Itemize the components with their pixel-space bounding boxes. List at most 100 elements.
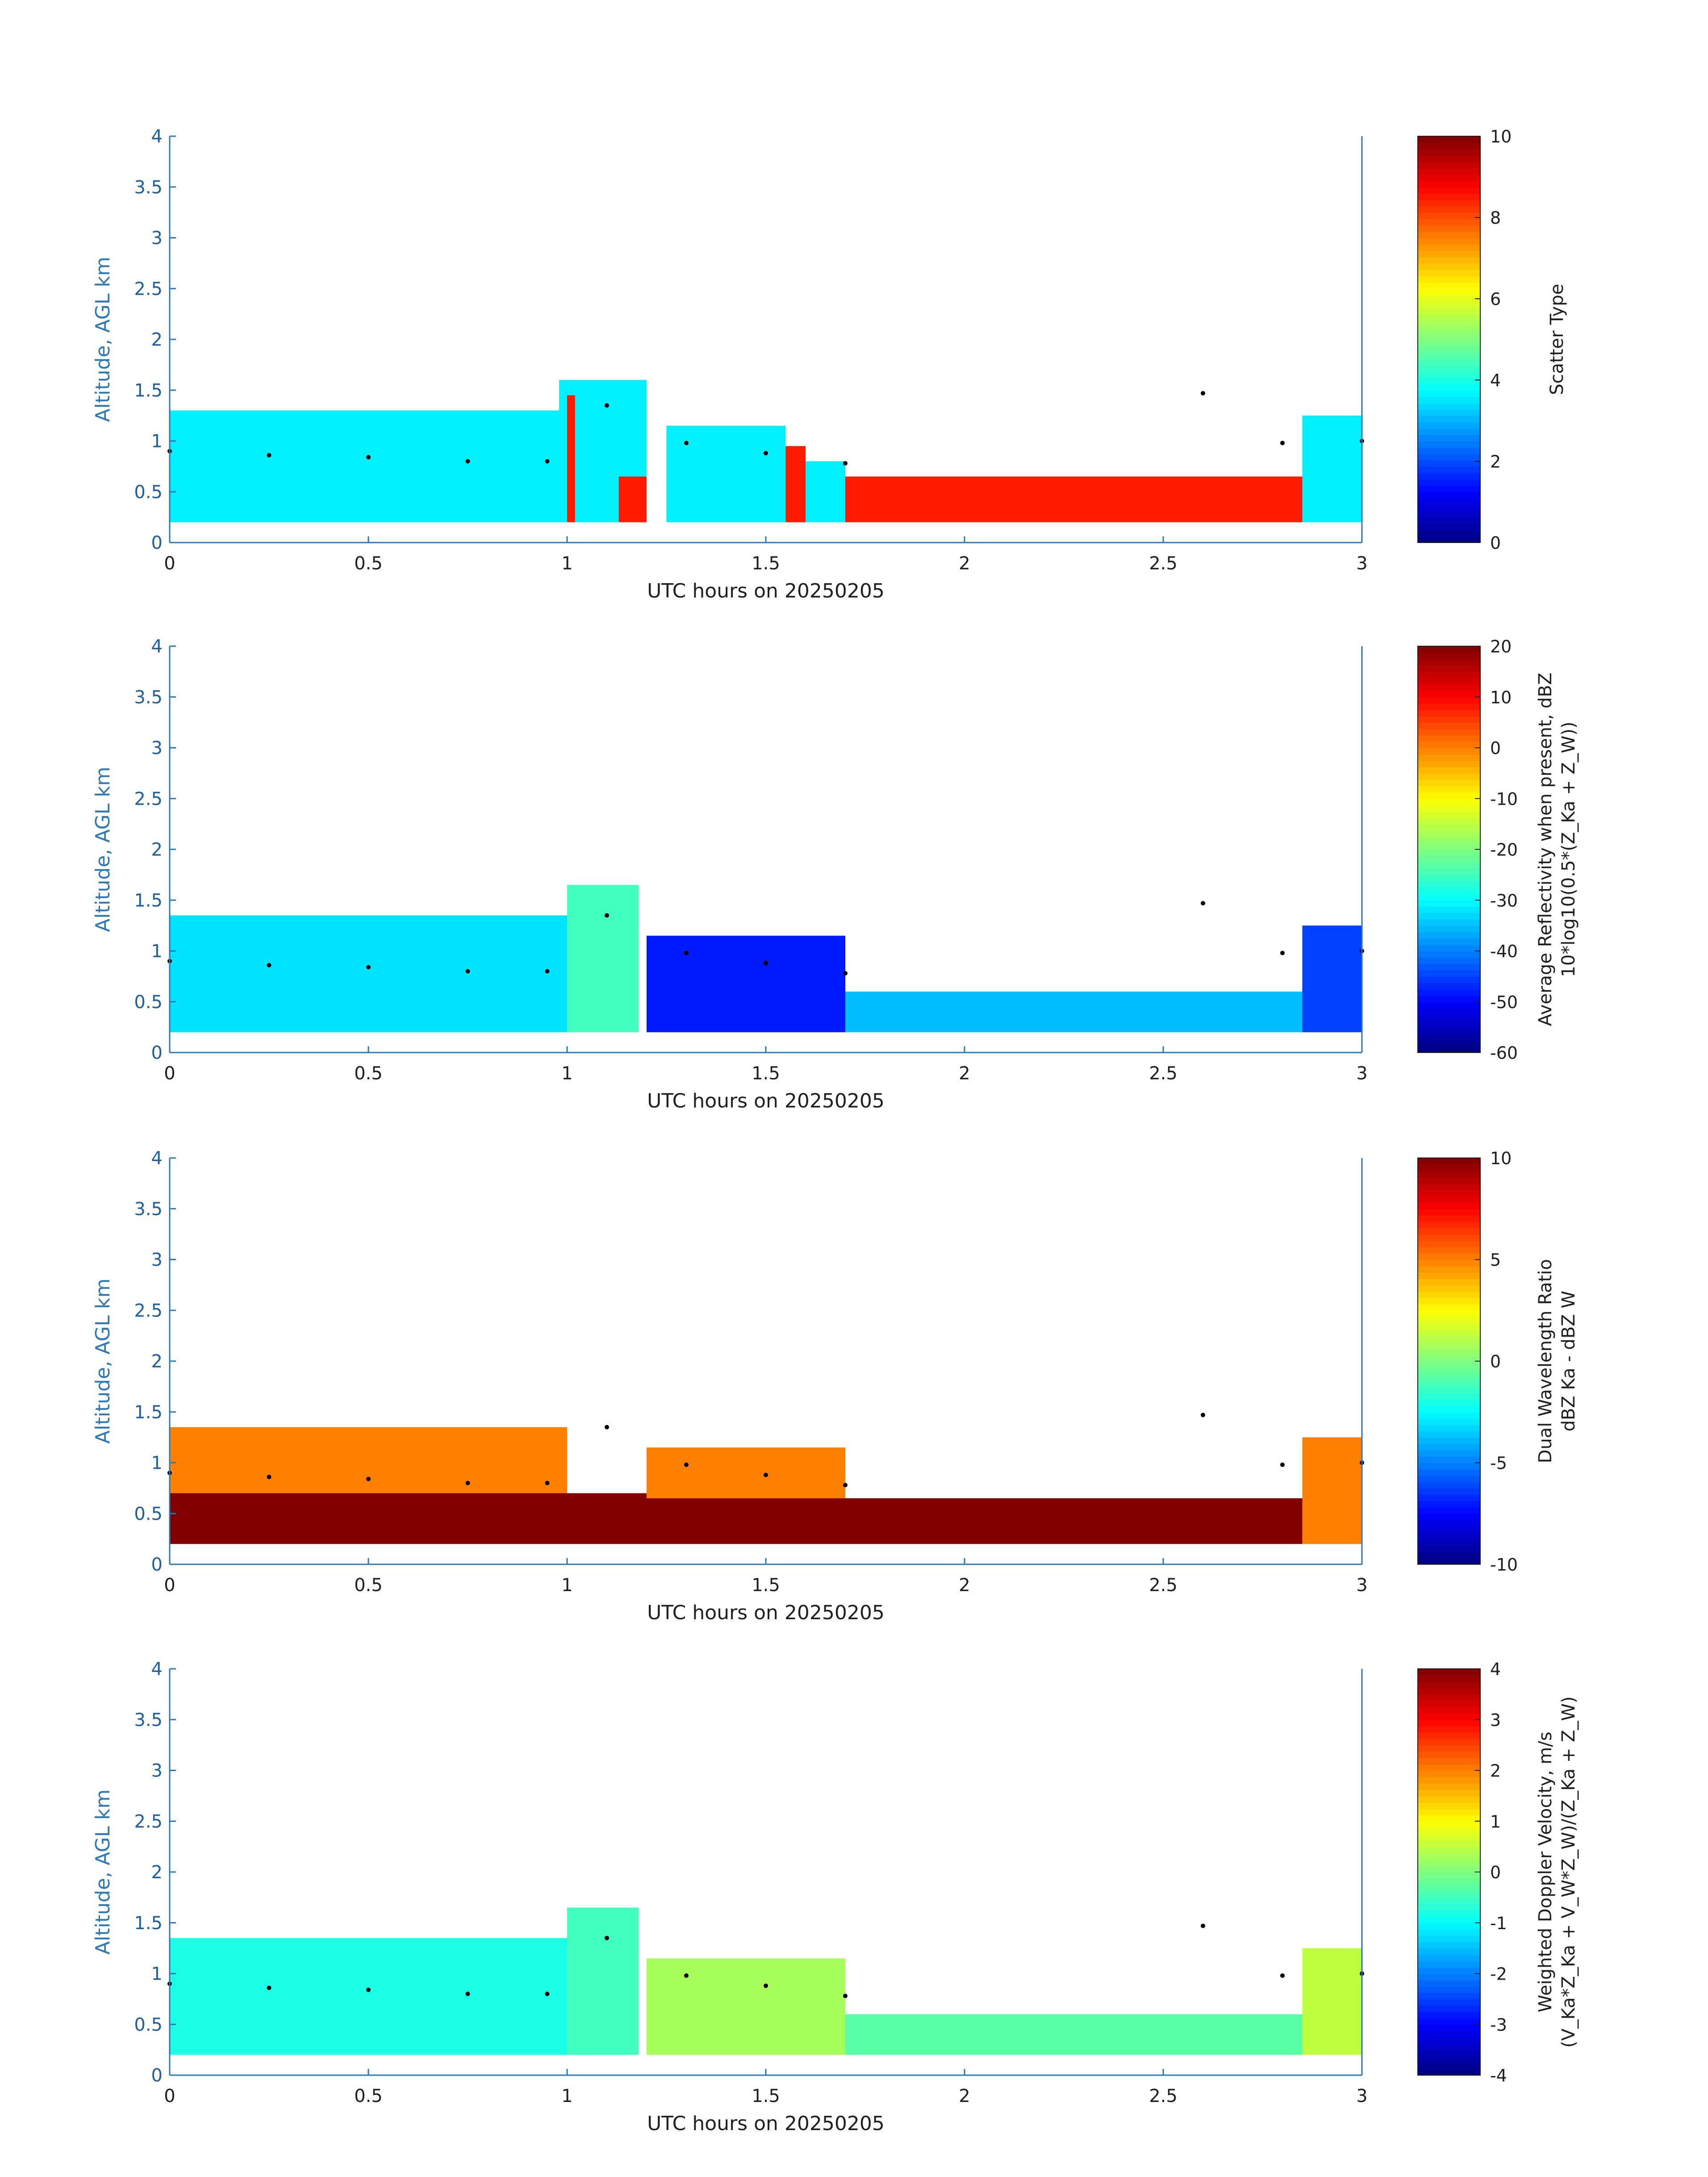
colorbar-swatch — [1418, 697, 1480, 704]
marker-point — [1201, 1923, 1205, 1928]
colorbar-tick-label: -4 — [1490, 2066, 1507, 2085]
colorbar-swatch — [1418, 415, 1480, 422]
colorbar-swatch — [1418, 665, 1480, 672]
colorbar-swatch — [1418, 951, 1480, 958]
colorbar-swatch — [1418, 231, 1480, 238]
marker-point — [1280, 951, 1285, 956]
colorbar-swatch — [1418, 1532, 1480, 1540]
heatmap-region — [666, 426, 786, 522]
colorbar-swatch — [1418, 1961, 1480, 1968]
colorbar-swatch — [1418, 1462, 1480, 1470]
colorbar-swatch — [1418, 970, 1480, 977]
colorbar-swatch — [1418, 1475, 1480, 1483]
colorbar-tick-label: -10 — [1490, 789, 1518, 809]
marker-point — [605, 913, 609, 918]
marker-point — [843, 461, 848, 466]
colorbar-swatch — [1418, 1551, 1480, 1559]
colorbar-swatch — [1418, 2024, 1480, 2031]
y-tick-label: 1.5 — [134, 380, 163, 401]
colorbar-swatch — [1418, 932, 1480, 939]
y-axis-label: Altitude, AGL km — [92, 1279, 114, 1444]
colorbar-swatch — [1418, 422, 1480, 429]
colorbar-swatch — [1418, 1450, 1480, 1457]
colorbar-swatch — [1418, 919, 1480, 926]
colorbar-swatch — [1418, 1437, 1480, 1444]
colorbar-swatch — [1418, 1922, 1480, 1930]
colorbar-swatch — [1418, 786, 1480, 793]
colorbar-swatch — [1418, 690, 1480, 698]
y-tick-label: 4 — [151, 1659, 163, 1680]
colorbar-swatch — [1418, 805, 1480, 812]
colorbar-swatch — [1418, 479, 1480, 486]
colorbar-swatch — [1418, 874, 1480, 882]
colorbar-swatch — [1418, 180, 1480, 188]
layer-top-markers — [167, 901, 1364, 976]
colorbar-swatch — [1418, 1008, 1480, 1015]
y-tick-label: 2.5 — [134, 1300, 163, 1321]
colorbar-swatch — [1418, 1954, 1480, 1962]
colorbar-swatch — [1418, 218, 1480, 226]
colorbar-swatch — [1418, 2018, 1480, 2025]
colorbar-swatch — [1418, 894, 1480, 901]
panel-4: 0 0.5 1 1.5 2 2.5 3 3.5 4 0 0.5 1 1.5 2 2.5 3 UTC hours … — [92, 1659, 1579, 2135]
colorbar-swatch — [1418, 963, 1480, 971]
marker-point — [764, 451, 768, 455]
colorbar-swatch — [1418, 856, 1480, 863]
colorbar-swatch — [1418, 1393, 1480, 1400]
colorbar-swatch — [1418, 333, 1480, 340]
heatmap-region — [170, 915, 567, 1032]
colorbar-swatch — [1418, 735, 1480, 742]
colorbar-swatch — [1418, 1336, 1480, 1343]
colorbar-tick-label: 2 — [1490, 1761, 1501, 1781]
colorbar-swatch — [1418, 1783, 1480, 1790]
colorbar-tick-label: 3 — [1490, 1710, 1501, 1730]
colorbar: -4 -3 -2 -1 0 1 2 3 4 Weighted Doppler Velocity, … — [1417, 1659, 1579, 2085]
colorbar-swatch — [1418, 1046, 1480, 1053]
colorbar-tick-label: -10 — [1490, 1555, 1518, 1575]
colorbar-swatch — [1418, 460, 1480, 467]
marker-point — [843, 1993, 848, 1998]
colorbar-tick-label: 4 — [1490, 1659, 1501, 1679]
y-tick-label: 1.5 — [134, 1913, 163, 1934]
layer-top-markers — [167, 1923, 1364, 1998]
marker-point — [545, 1992, 550, 1996]
y-tick-label: 3 — [151, 228, 163, 249]
colorbar-swatch — [1418, 1033, 1480, 1040]
x-tick-label: 3 — [1356, 1575, 1367, 1596]
heatmap-region — [1302, 1437, 1362, 1544]
x-tick-label: 1 — [561, 553, 572, 574]
colorbar-swatch — [1418, 1526, 1480, 1533]
colorbar: -60 -50 -40 -30 -20 -10 0 10 20 Average Reflectiv… — [1417, 637, 1579, 1063]
colorbar-swatch — [1418, 358, 1480, 365]
heatmap-region — [647, 1958, 845, 2055]
colorbar-swatch — [1418, 792, 1480, 799]
colorbar-swatch — [1418, 1688, 1480, 1695]
colorbar-swatch — [1418, 1929, 1480, 1936]
colorbar-swatch — [1418, 1279, 1480, 1286]
colorbar-tick-label: -50 — [1490, 992, 1518, 1012]
colorbar-swatch — [1418, 925, 1480, 932]
y-tick-label: 2 — [151, 1862, 163, 1883]
colorbar-swatch — [1418, 269, 1480, 276]
colorbar-swatch — [1418, 1183, 1480, 1191]
colorbar-swatch — [1418, 1815, 1480, 1822]
y-tick-label: 2.5 — [134, 789, 163, 809]
colorbar-swatch — [1418, 250, 1480, 258]
colorbar-swatch — [1418, 1513, 1480, 1521]
colorbar-swatch — [1418, 510, 1480, 518]
colorbar-swatch — [1418, 307, 1480, 315]
marker-point — [1280, 1462, 1285, 1467]
colorbar-swatch — [1418, 1215, 1480, 1222]
colorbar-swatch — [1418, 2037, 1480, 2044]
x-tick-label: 2 — [959, 1063, 970, 1084]
colorbar-tick-label: 5 — [1490, 1250, 1501, 1270]
colorbar-tick-label: 10 — [1490, 1149, 1512, 1168]
marker-point — [684, 1462, 689, 1467]
colorbar-swatch — [1418, 976, 1480, 983]
colorbar-swatch — [1418, 1694, 1480, 1701]
colorbar-swatch — [1418, 1158, 1480, 1165]
heatmap-cells — [170, 1427, 1362, 1544]
colorbar-swatch — [1418, 1361, 1480, 1368]
x-axis-label: UTC hours on 20250205 — [647, 2112, 885, 2135]
x-tick-label: 2 — [959, 553, 970, 574]
